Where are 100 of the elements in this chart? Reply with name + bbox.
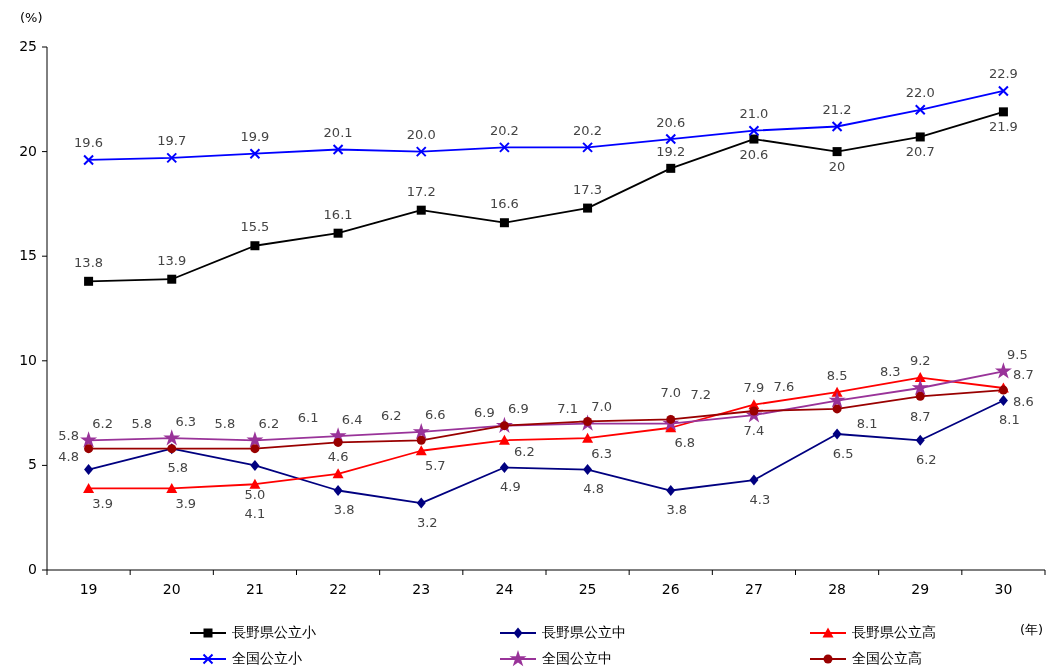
point <box>998 395 1008 407</box>
data-label: 5.0 <box>244 486 266 502</box>
data-label: 13.9 <box>157 252 187 268</box>
x-tick-label: 23 <box>412 581 431 597</box>
point <box>332 468 344 479</box>
point <box>83 154 95 166</box>
data-label: 20.6 <box>739 146 769 162</box>
point <box>333 485 343 496</box>
y-tick-label: 5 <box>28 456 37 473</box>
data-label: 20.2 <box>573 122 603 138</box>
point <box>80 431 98 448</box>
x-tick-label: 30 <box>994 581 1013 597</box>
point <box>997 85 1009 97</box>
point <box>914 104 926 116</box>
data-label: 4.1 <box>244 505 266 521</box>
point <box>246 431 264 448</box>
data-label: 4.8 <box>583 481 604 497</box>
data-label: 7.6 <box>773 378 795 394</box>
data-label: 19.2 <box>656 143 686 159</box>
point <box>416 497 426 509</box>
point <box>83 482 95 493</box>
point <box>498 434 510 445</box>
point <box>831 121 843 132</box>
data-label: 8.7 <box>909 409 931 425</box>
data-label: 8.1 <box>856 416 878 432</box>
point <box>666 485 676 496</box>
data-label: 15.5 <box>240 219 270 235</box>
data-label: 6.8 <box>674 435 696 451</box>
data-label: 22.0 <box>905 85 935 101</box>
data-label: 5.8 <box>131 416 153 432</box>
x-tick-label: 26 <box>661 581 680 597</box>
point <box>582 141 594 153</box>
point <box>583 203 593 213</box>
data-label: 16.6 <box>489 196 519 212</box>
data-label: 6.2 <box>380 407 402 423</box>
y-tick-label: 20 <box>19 142 37 159</box>
data-label: 4.9 <box>500 478 521 494</box>
point <box>749 134 759 144</box>
legend-label: 全国公立高 <box>852 650 922 666</box>
point <box>250 444 260 454</box>
data-label: 20.1 <box>323 125 353 141</box>
point <box>250 459 260 471</box>
data-label: 6.3 <box>175 413 197 429</box>
data-label: 7.1 <box>557 400 578 416</box>
data-label: 6.3 <box>591 445 612 461</box>
point <box>915 391 925 401</box>
data-label: 7.9 <box>743 380 765 396</box>
point <box>84 464 94 476</box>
x-tick-label: 24 <box>495 581 514 597</box>
data-label: 3.2 <box>416 514 438 530</box>
data-label: 6.1 <box>297 409 319 425</box>
data-label: 7.0 <box>591 399 612 415</box>
data-label: 5.8 <box>58 428 79 444</box>
data-label: 3.8 <box>333 502 355 517</box>
data-label: 4.3 <box>749 491 771 507</box>
point <box>333 228 343 238</box>
point <box>498 141 510 153</box>
legend-label: 全国公立小 <box>232 650 302 666</box>
point <box>914 372 926 383</box>
x-tick-label: 28 <box>828 581 846 597</box>
data-label: 16.1 <box>323 206 353 222</box>
point <box>832 147 842 157</box>
point <box>163 429 181 446</box>
point <box>166 152 178 164</box>
x-tick-label: 21 <box>246 581 264 597</box>
data-label: 19.9 <box>240 129 270 145</box>
data-label: 20.7 <box>905 144 935 160</box>
data-label: 21.9 <box>988 119 1018 135</box>
legend-label: 全国公立中 <box>542 650 612 666</box>
data-label: 6.2 <box>258 415 280 431</box>
data-label: 8.5 <box>826 367 848 383</box>
x-tick-label: 20 <box>162 581 181 597</box>
data-label: 9.2 <box>909 353 931 369</box>
data-label: 7.4 <box>743 422 765 438</box>
x-axis-title: (年) <box>1020 622 1044 637</box>
data-label: 20.6 <box>656 114 686 130</box>
point <box>994 362 1012 379</box>
point <box>583 464 593 476</box>
data-label: 6.2 <box>514 443 535 459</box>
point <box>84 276 94 286</box>
point <box>416 205 426 215</box>
point <box>416 435 426 445</box>
point <box>499 461 509 473</box>
data-label: 3.9 <box>175 495 197 511</box>
data-label: 8.1 <box>999 412 1020 428</box>
data-label: 17.2 <box>406 183 436 199</box>
data-label: 8.6 <box>1013 393 1034 409</box>
x-tick-label: 27 <box>745 581 763 597</box>
data-label: 6.4 <box>341 411 363 427</box>
point <box>415 445 427 456</box>
point <box>582 432 594 443</box>
point <box>832 404 842 414</box>
data-label: 3.9 <box>92 495 113 511</box>
y-tick-label: 10 <box>19 351 37 368</box>
data-label: 6.9 <box>508 401 529 417</box>
data-label: 5.8 <box>214 416 236 432</box>
data-label: 6.5 <box>832 445 854 461</box>
data-label: 6.6 <box>424 407 446 423</box>
data-label: 8.3 <box>879 363 901 379</box>
point <box>333 437 343 447</box>
